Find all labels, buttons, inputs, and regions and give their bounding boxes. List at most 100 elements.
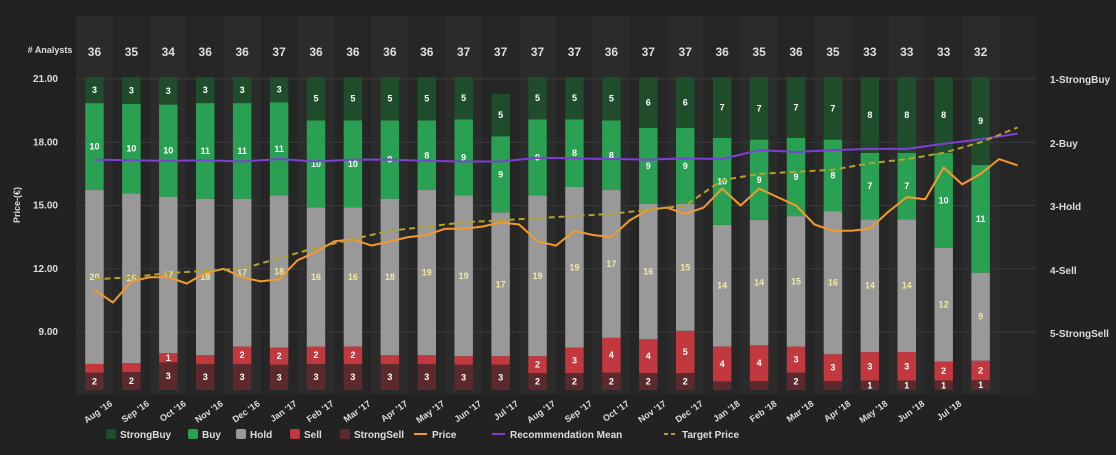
bar-segment bbox=[417, 190, 436, 356]
bar-segment-label: 11 bbox=[976, 214, 986, 224]
bar-segment-label: 19 bbox=[459, 271, 469, 281]
analyst-count: 36 bbox=[235, 45, 249, 59]
x-tick-label: Dec '17 bbox=[674, 398, 705, 424]
bar-segment-label: 1 bbox=[867, 380, 872, 390]
y-tick-label: 12.00 bbox=[33, 264, 58, 275]
bar-segment-label: 16 bbox=[348, 272, 358, 282]
bar-segment bbox=[159, 77, 178, 105]
bar-segment-label: 17 bbox=[163, 270, 173, 280]
bar-segment-label: 3 bbox=[424, 372, 429, 382]
analyst-count: 33 bbox=[863, 45, 877, 59]
bar-segment bbox=[196, 103, 215, 199]
bar-segment bbox=[786, 216, 806, 347]
bar-segment-label: 8 bbox=[867, 110, 872, 120]
bar-segment-label: 3 bbox=[240, 85, 245, 95]
x-tick-label: May '17 bbox=[414, 398, 446, 425]
bar-segment bbox=[897, 219, 916, 353]
bar-segment bbox=[712, 346, 732, 382]
bar-segment bbox=[491, 356, 510, 365]
y-axis-label: Price-(€) bbox=[12, 187, 22, 223]
legend-label: Hold bbox=[250, 430, 272, 441]
bar-segment bbox=[676, 77, 695, 128]
bar-segment bbox=[417, 363, 436, 390]
bar-segment bbox=[749, 139, 769, 221]
bar-segment-label: 14 bbox=[754, 278, 764, 288]
y-tick-label: 21.00 bbox=[33, 74, 58, 85]
analyst-count: 37 bbox=[531, 45, 545, 59]
bar-segment-label: 10 bbox=[126, 144, 136, 154]
bar-segment bbox=[491, 364, 510, 390]
bar-segment bbox=[343, 120, 363, 208]
series-line-price bbox=[93, 158, 1018, 304]
bar-segment bbox=[491, 93, 510, 137]
legend-swatch bbox=[106, 429, 116, 439]
bar-segment bbox=[380, 77, 400, 121]
bar-segment-label: 4 bbox=[646, 351, 651, 361]
bar-segment-label: 2 bbox=[313, 350, 318, 360]
bar-segment-label: 3 bbox=[461, 372, 466, 382]
bar-segment bbox=[454, 195, 473, 357]
bar-segment bbox=[380, 363, 400, 390]
x-tick-label: Apr '18 bbox=[822, 398, 852, 423]
bar-segment bbox=[306, 363, 326, 390]
bar-segment bbox=[749, 77, 769, 140]
bar-segment bbox=[417, 355, 436, 364]
bar-segment bbox=[122, 103, 141, 194]
bar-segment-label: 8 bbox=[609, 150, 614, 160]
bar-segment bbox=[639, 77, 658, 128]
bar-segment-label: 9 bbox=[646, 161, 651, 171]
analysts-header: # Analysts bbox=[28, 45, 73, 55]
bar-segment bbox=[712, 381, 732, 390]
legend-label: StrongSell bbox=[354, 430, 404, 441]
bar-segment bbox=[196, 198, 215, 356]
bar-segment bbox=[897, 152, 916, 220]
bar-segment bbox=[602, 120, 621, 191]
bar-segment-label: 2 bbox=[941, 366, 946, 376]
legend-label: Target Price bbox=[682, 430, 739, 441]
bar-segment-label: 7 bbox=[830, 103, 835, 113]
analyst-count: 37 bbox=[642, 45, 656, 59]
bar-segment-label: 19 bbox=[422, 268, 432, 278]
bar-segment-label: 5 bbox=[424, 94, 429, 104]
bar-segment-label: 3 bbox=[277, 85, 282, 95]
bar-segment-label: 9 bbox=[793, 172, 798, 182]
analyst-count: 36 bbox=[383, 45, 397, 59]
legend-label: Recommendation Mean bbox=[510, 430, 622, 441]
bar-segment bbox=[676, 330, 695, 374]
bar-segment bbox=[749, 345, 769, 382]
bar-segment-label: 3 bbox=[387, 372, 392, 382]
bar-segment bbox=[122, 372, 141, 390]
bar-segment bbox=[491, 212, 510, 357]
bar-segment-label: 2 bbox=[683, 377, 688, 387]
x-tick-label: Mar '18 bbox=[785, 398, 816, 424]
bar-segment bbox=[971, 165, 990, 273]
bar-segment bbox=[602, 77, 621, 121]
bar-segment bbox=[749, 381, 769, 390]
bar-segment-label: 19 bbox=[569, 262, 579, 272]
bar-segment bbox=[232, 103, 252, 199]
bar-segment bbox=[823, 381, 843, 390]
bar-segment bbox=[823, 211, 843, 355]
bar-segment bbox=[897, 77, 916, 153]
bar-segment bbox=[196, 355, 215, 364]
rating-label: 1-StrongBuy bbox=[1050, 75, 1110, 86]
analyst-count: 35 bbox=[752, 45, 766, 59]
analyst-count: 37 bbox=[494, 45, 508, 59]
bar-segment bbox=[122, 363, 141, 373]
bar-segment bbox=[417, 77, 436, 121]
bar-segment-label: 14 bbox=[717, 281, 727, 291]
bar-segment-label: 3 bbox=[92, 85, 97, 95]
bar-segment bbox=[565, 119, 584, 187]
bar-segment-label: 1 bbox=[904, 380, 909, 390]
bar-segment-label: 17 bbox=[237, 268, 247, 278]
bar-segment-label: 2 bbox=[793, 376, 798, 386]
bar-segment bbox=[380, 355, 400, 364]
bar-segment-label: 14 bbox=[902, 281, 912, 291]
bar-segment-label: 3 bbox=[313, 372, 318, 382]
bar-segment-label: 1 bbox=[166, 353, 171, 363]
analyst-count: 34 bbox=[162, 45, 176, 59]
analyst-count: 35 bbox=[125, 45, 139, 59]
bar-segment bbox=[565, 77, 584, 120]
bar-segment bbox=[971, 272, 990, 361]
